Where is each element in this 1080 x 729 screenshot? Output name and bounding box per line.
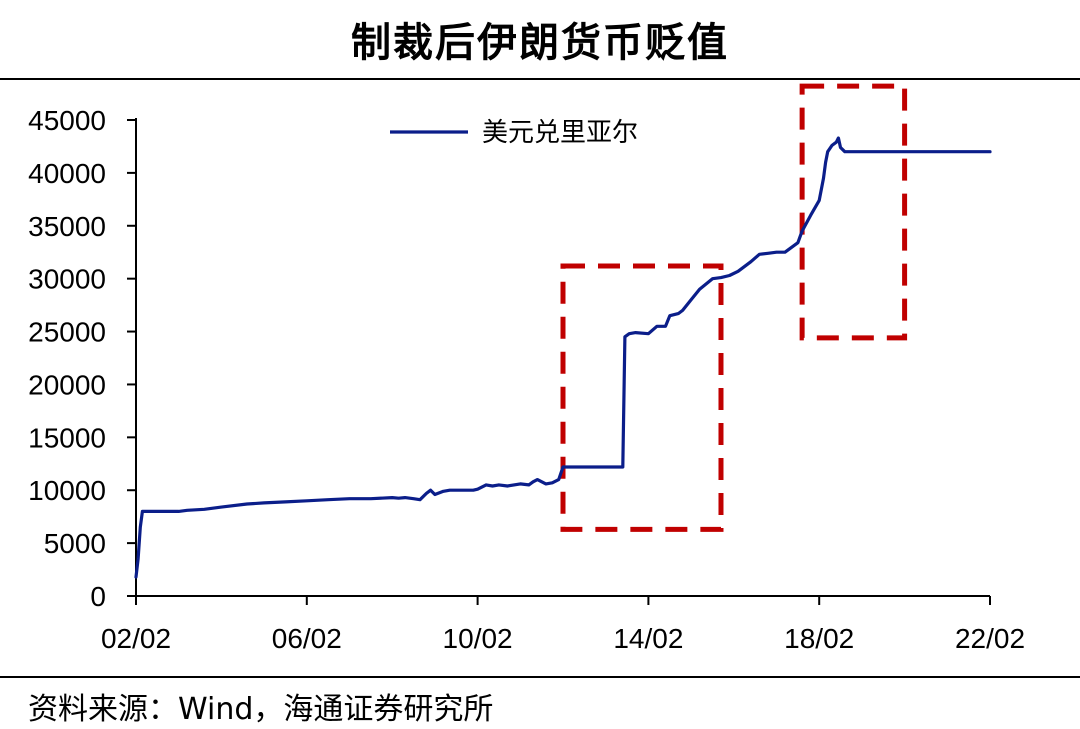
- legend-label: 美元兑里亚尔: [482, 118, 638, 148]
- y-tick-label: 35000: [28, 211, 106, 242]
- y-tick-label: 5000: [44, 528, 106, 559]
- y-tick-label: 30000: [28, 264, 106, 295]
- y-tick-label: 20000: [28, 369, 106, 400]
- highlight-boxes: [560, 83, 908, 532]
- title-divider: [0, 78, 1080, 80]
- y-tick-label: 40000: [28, 158, 106, 189]
- highlight-box-1: [560, 263, 724, 532]
- y-tick-label: 25000: [28, 317, 106, 348]
- x-tick-label: 10/02: [443, 623, 513, 654]
- series-line-1: [134, 136, 992, 579]
- y-tick-label: 10000: [28, 475, 106, 506]
- line-chart: 0 5000 10000 15000 20000 25000 30000 35000 40000…: [28, 83, 1025, 654]
- footer-divider: [0, 676, 1080, 678]
- chart-title: 制裁后伊朗货币贬值: [351, 20, 729, 66]
- chart-axes: 0 5000 10000 15000 20000 25000 30000 35000 40000…: [28, 105, 1025, 654]
- y-tick-label: 15000: [28, 422, 106, 453]
- x-tick-label: 14/02: [613, 623, 683, 654]
- source-note: 资料来源：Wind，海通证券研究所: [28, 692, 494, 727]
- y-tick-label: 45000: [28, 105, 106, 136]
- chart-series: [134, 136, 992, 579]
- x-tick-label: 02/02: [101, 623, 171, 654]
- x-tick-label: 22/02: [955, 623, 1025, 654]
- y-tick-label: 0: [90, 581, 106, 612]
- chart-legend: 美元兑里亚尔: [390, 118, 638, 148]
- x-tick-label: 18/02: [784, 623, 854, 654]
- highlight-box-2: [799, 83, 908, 341]
- x-tick-label: 06/02: [272, 623, 342, 654]
